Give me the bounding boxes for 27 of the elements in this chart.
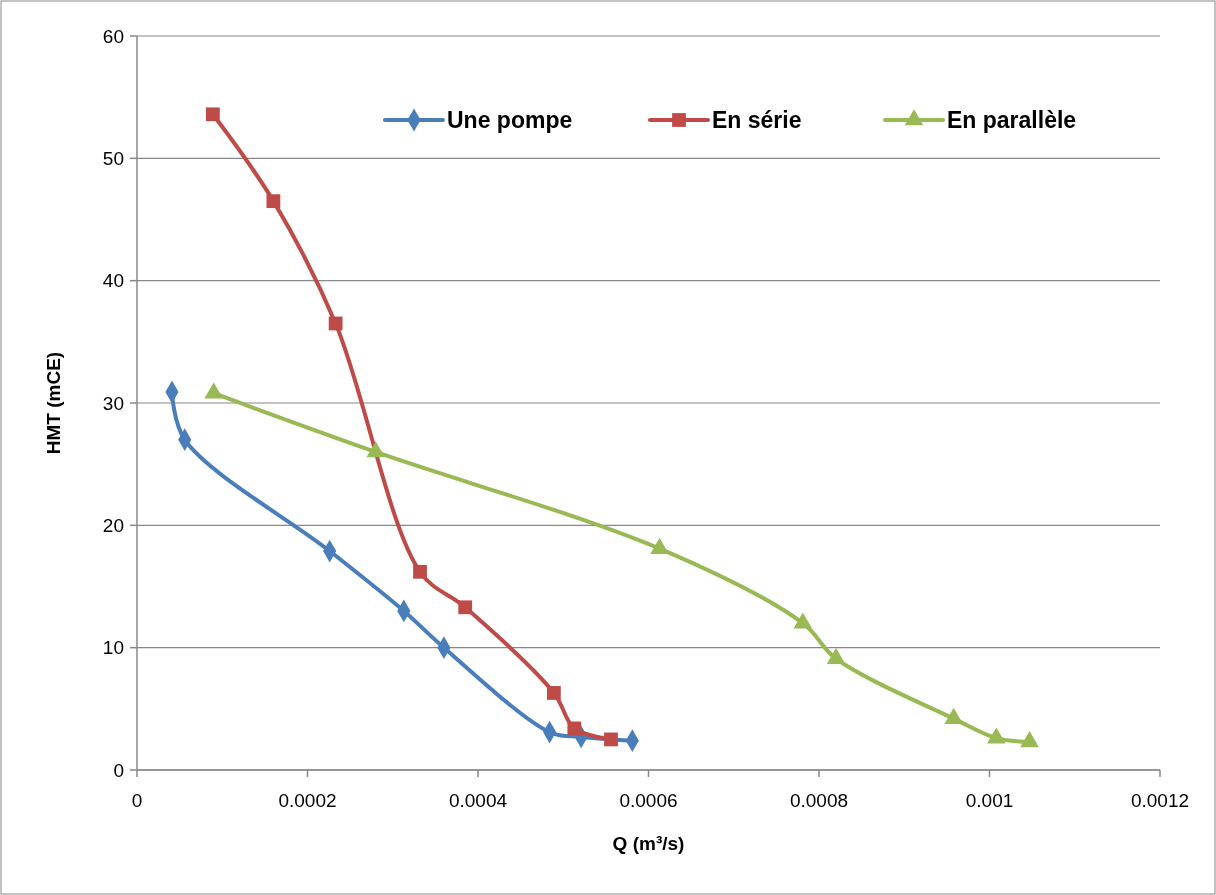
- y-tick-label: 40: [102, 270, 124, 292]
- legend-label: En série: [712, 107, 802, 134]
- y-tick-label: 20: [102, 514, 124, 536]
- y-tick-label: 50: [102, 147, 124, 169]
- x-tick-label: 0.0008: [789, 790, 849, 811]
- point: [266, 194, 281, 209]
- y-tick-label: 30: [102, 392, 124, 414]
- x-axis-title: Q (m³/s): [612, 833, 685, 854]
- point: [567, 721, 582, 736]
- legend-label: Une pompe: [447, 107, 573, 134]
- y-axis-title: HMT (mCE): [43, 351, 64, 455]
- point: [458, 600, 473, 615]
- point: [413, 564, 427, 579]
- x-tick-label: 0.0004: [448, 790, 508, 811]
- x-tick-label: 0.001: [965, 790, 1014, 811]
- x-tick-label: 0.0006: [619, 790, 678, 811]
- x-tick-label: 0.0002: [278, 790, 337, 811]
- legend-label: En parallèle: [947, 107, 1077, 134]
- y-tick-label: 0: [113, 759, 124, 781]
- y-tick-label: 10: [102, 637, 124, 659]
- point: [328, 316, 343, 331]
- y-tick-label: 60: [102, 25, 124, 47]
- x-tick-label: 0: [131, 790, 143, 811]
- point: [205, 107, 220, 122]
- point: [546, 686, 561, 700]
- point: [604, 732, 618, 747]
- x-tick-label: 0.0012: [1130, 790, 1190, 811]
